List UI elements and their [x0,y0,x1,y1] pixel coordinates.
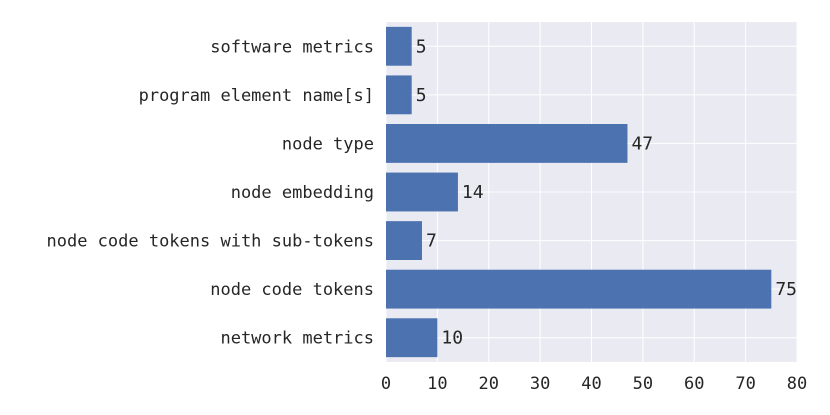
bar-value-label: 5 [416,36,427,57]
x-tick-label: 40 [581,374,601,394]
bar [386,221,422,260]
bar [386,318,438,358]
category-label: node type [282,134,374,154]
bar-value-label: 5 [416,85,427,106]
x-axis-tick-labels: 0 10 20 30 40 50 60 70 80 [381,374,807,394]
x-tick-label: 10 [427,374,447,394]
x-tick-label: 70 [735,374,755,394]
category-label: node code tokens [210,280,374,300]
bar-value-label: 7 [426,231,437,252]
x-tick-label: 0 [381,374,391,394]
category-label: node code tokens with sub-tokens [46,232,374,252]
y-axis-tick-labels: software metrics program element name[s] n… [46,37,374,348]
bar [386,172,458,212]
category-label: program element name[s] [139,86,374,106]
bar-value-label: 75 [775,279,797,300]
x-tick-label: 80 [787,374,807,394]
x-tick-label: 30 [530,374,550,394]
x-tick-label: 50 [633,374,653,394]
category-label: software metrics [210,37,374,57]
x-tick-label: 60 [684,374,704,394]
bar-value-label: 14 [462,182,484,203]
category-label: node embedding [231,183,374,203]
bar [386,75,412,115]
bar-value-label: 47 [631,133,653,154]
bar-value-labels: 5 5 47 14 7 75 10 [416,36,797,348]
bar [386,269,772,309]
bars [386,26,772,358]
category-label: network metrics [220,329,374,349]
bar [386,26,412,66]
x-tick-label: 20 [479,374,499,394]
bar-value-label: 10 [441,328,463,349]
bar [386,124,628,163]
